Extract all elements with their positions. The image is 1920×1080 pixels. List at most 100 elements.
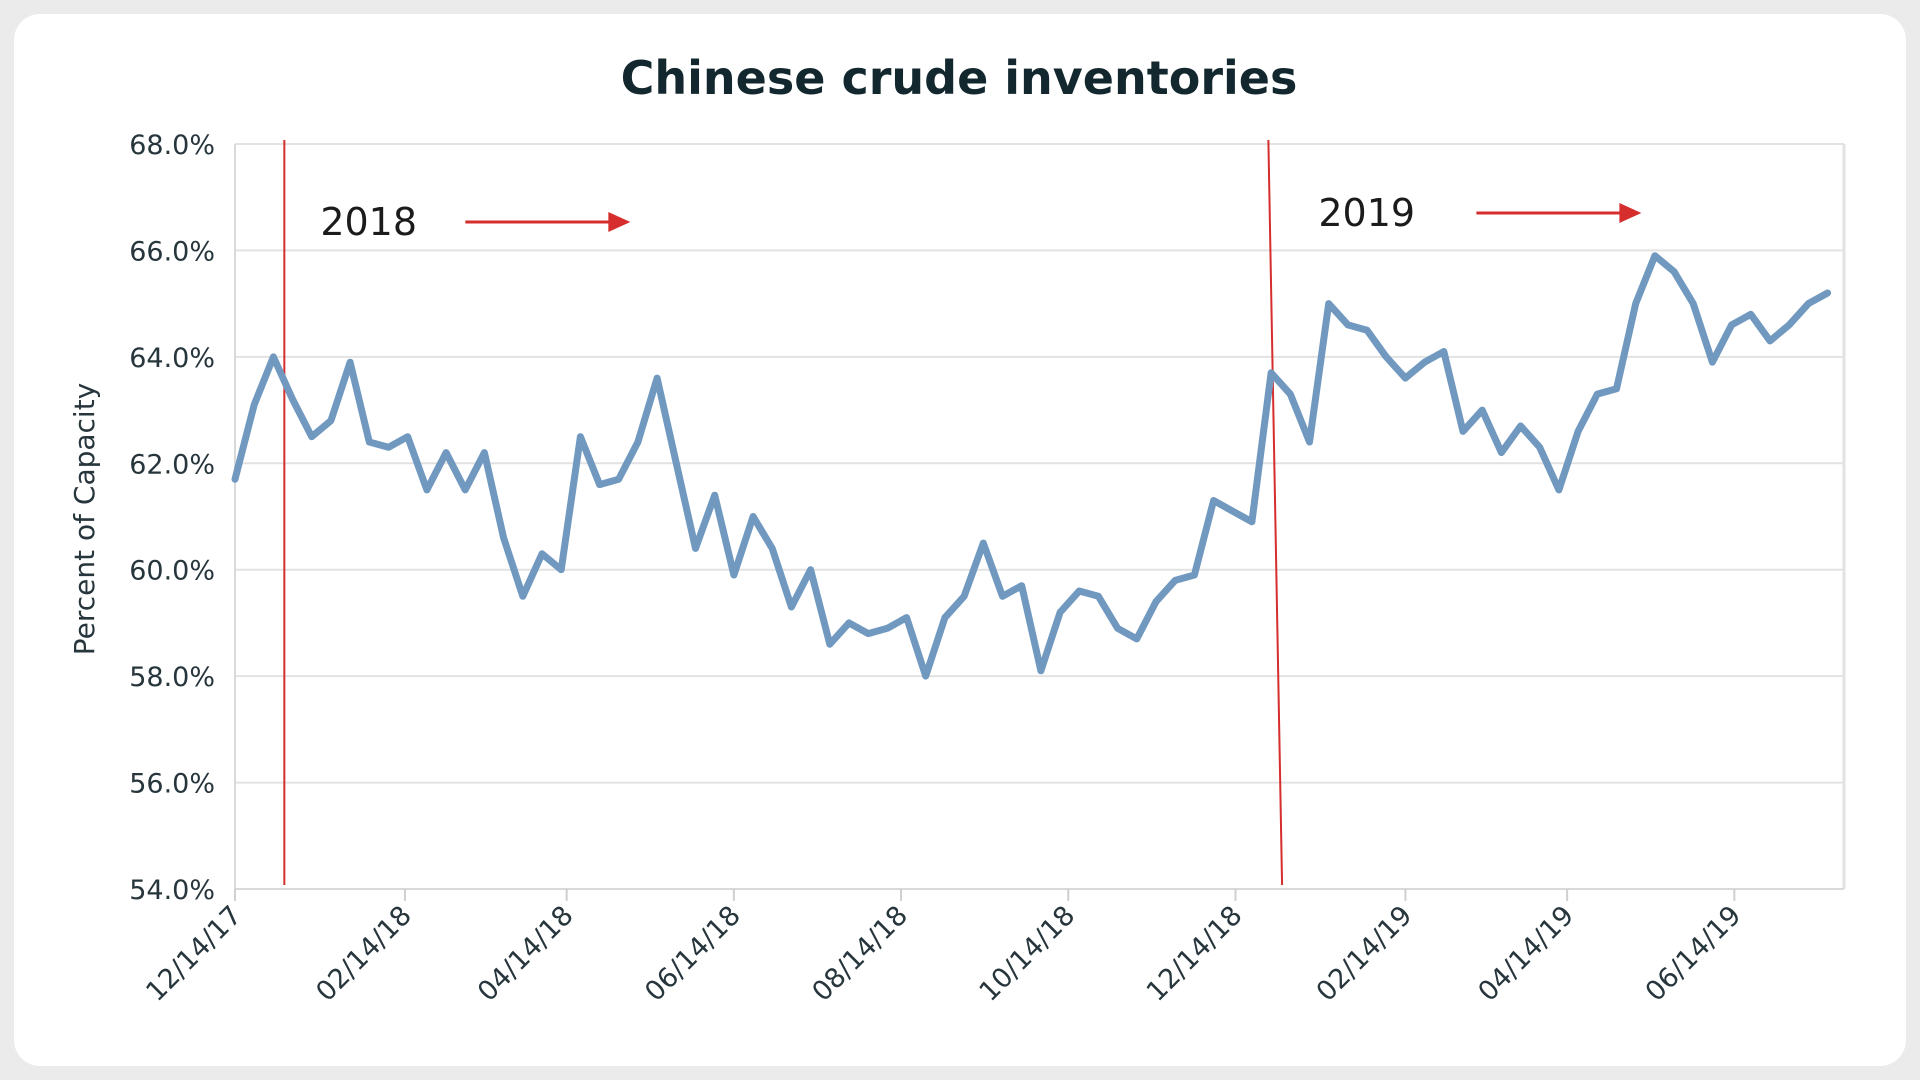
data-point [1152, 598, 1160, 605]
data-point [673, 460, 680, 467]
data-point [1191, 571, 1198, 579]
data-point [903, 614, 910, 621]
data-point [557, 566, 565, 573]
data-point [1805, 300, 1812, 307]
data-point [1555, 486, 1563, 494]
data-point [442, 449, 450, 456]
data-point [1402, 374, 1409, 382]
data-point [1171, 577, 1179, 584]
data-point [1363, 327, 1371, 334]
year-arrow-head [1619, 203, 1642, 223]
data-point [1690, 300, 1697, 307]
annotations: 2018 2019 [283, 139, 1642, 886]
data-point [1536, 444, 1543, 451]
data-point [1114, 625, 1121, 632]
data-point [615, 476, 622, 483]
x-tick-label: 02/14/19 [1311, 900, 1419, 1008]
gridlines [235, 143, 1846, 890]
data-point [289, 396, 296, 403]
x-tick-label: 02/14/18 [310, 900, 418, 1008]
x-tick-label: 06/14/19 [1640, 900, 1748, 1008]
y-tick-label: 68.0% [129, 130, 215, 161]
data-point [1459, 428, 1467, 435]
data-point [1229, 507, 1236, 515]
chart-title: Chinese crude inventories [621, 51, 1298, 105]
y-tick-label: 64.0% [129, 343, 215, 374]
data-point [1267, 369, 1275, 377]
series-line [231, 252, 1832, 680]
data-point [500, 534, 507, 541]
data-point [845, 619, 853, 627]
data-point [1287, 390, 1294, 398]
data-point [1824, 289, 1831, 297]
data-point [346, 358, 354, 366]
data-point [788, 603, 795, 611]
data-point [1210, 497, 1217, 504]
data-point [1018, 582, 1025, 589]
data-point [538, 550, 546, 557]
y-tick-label: 60.0% [129, 556, 215, 587]
chart-card: Chinese crude inventories Percent of Cap… [14, 14, 1906, 1066]
data-point [1478, 406, 1486, 414]
data-point [980, 539, 987, 547]
data-point [1517, 422, 1524, 430]
data-point [769, 545, 776, 552]
data-point [999, 593, 1006, 600]
data-point [1383, 353, 1390, 361]
data-point [404, 433, 411, 440]
y-tick-label: 62.0% [129, 449, 215, 480]
data-point [864, 630, 872, 637]
y-tick-label: 56.0% [129, 769, 215, 800]
data-point [462, 486, 469, 494]
data-point [1306, 438, 1313, 446]
data-point [1709, 358, 1716, 366]
data-point [596, 481, 603, 488]
y-tick-label: 58.0% [129, 662, 215, 693]
y-tick-label: 66.0% [129, 236, 215, 267]
data-point [711, 492, 718, 499]
series-layer [231, 252, 1832, 680]
x-tick-label: 10/14/18 [974, 900, 1082, 1008]
data-point [1421, 358, 1428, 366]
data-point [1344, 321, 1352, 329]
data-point [385, 444, 392, 451]
data-point [231, 476, 239, 483]
data-point [1056, 609, 1064, 616]
data-point [1574, 428, 1582, 435]
data-point [250, 401, 258, 408]
data-point [1632, 300, 1639, 307]
data-point [1133, 635, 1141, 643]
data-point [1037, 667, 1045, 675]
y-tick-label: 54.0% [129, 875, 215, 906]
data-point [730, 571, 738, 579]
data-point [807, 566, 814, 573]
x-tick-label: 08/14/18 [806, 900, 914, 1008]
data-point [1651, 252, 1659, 259]
data-point [1613, 385, 1620, 392]
data-point [1095, 593, 1102, 600]
data-point [366, 438, 373, 446]
data-point [826, 641, 834, 648]
data-point [1728, 321, 1735, 329]
year-arrow-head [608, 212, 631, 232]
data-point [1325, 300, 1332, 307]
data-point [692, 545, 699, 552]
data-point [1440, 348, 1448, 355]
data-point [1498, 449, 1505, 456]
data-point [308, 433, 315, 440]
data-point [749, 513, 757, 520]
data-point [653, 374, 661, 382]
x-tick-label: 12/14/17 [140, 900, 248, 1008]
data-point [634, 438, 642, 446]
data-point [960, 593, 968, 600]
year-label: 2019 [1318, 191, 1415, 235]
year-divider-line [1267, 139, 1284, 886]
data-point [941, 614, 949, 621]
data-point [1594, 390, 1601, 398]
data-point [1248, 518, 1256, 526]
data-point [884, 625, 891, 632]
x-tick-label: 04/14/19 [1472, 900, 1580, 1008]
data-point [1766, 337, 1774, 345]
data-point [1747, 311, 1755, 318]
y-axis-label: Percent of Capacity [68, 383, 101, 656]
